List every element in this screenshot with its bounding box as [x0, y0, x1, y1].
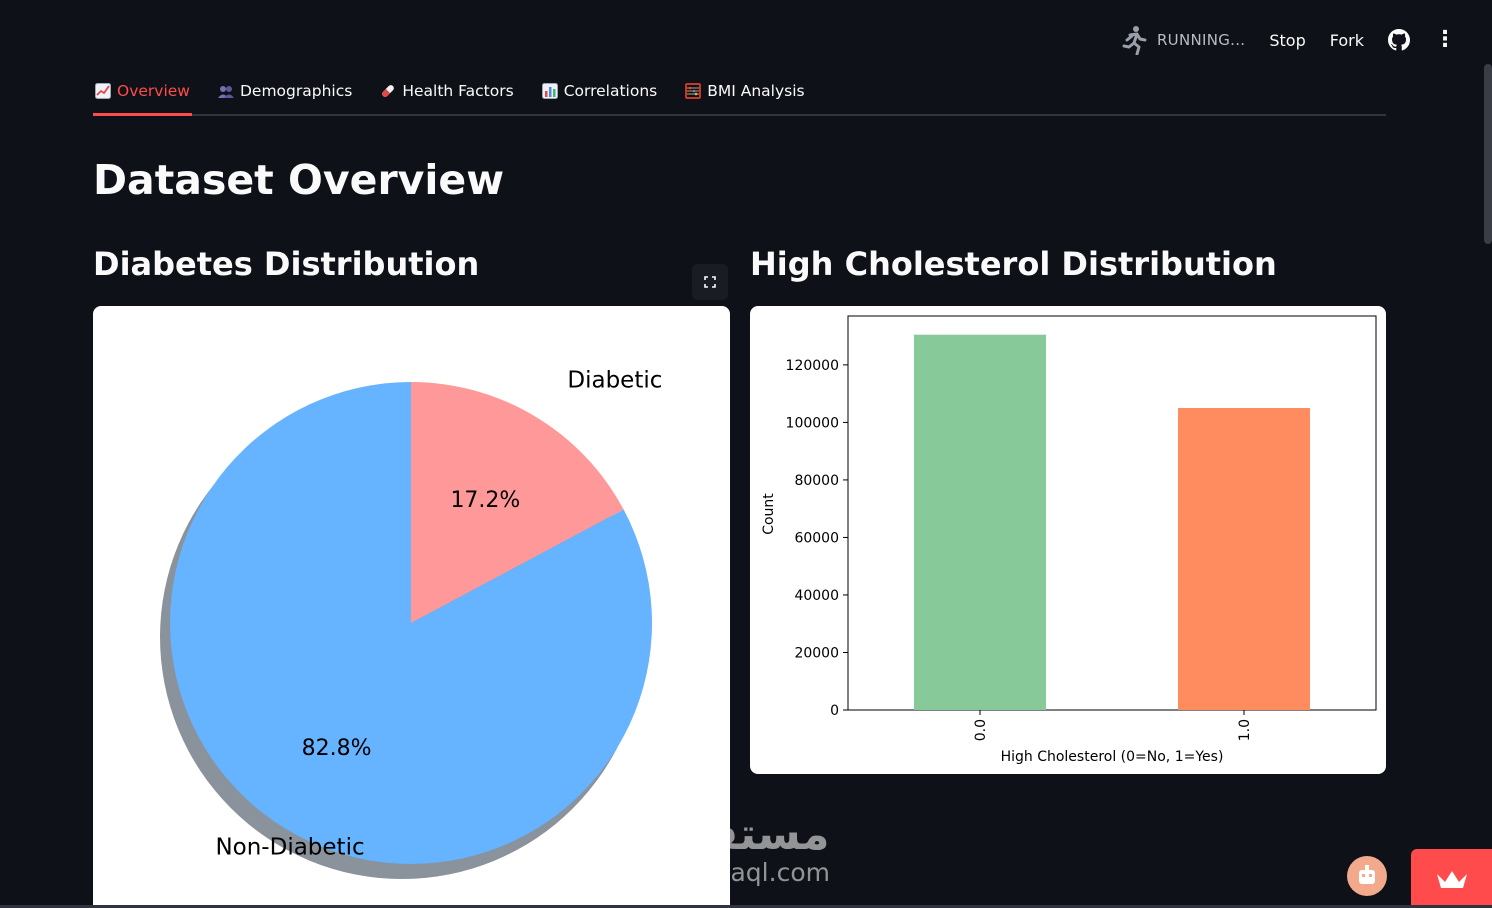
fullscreen-button[interactable] [692, 264, 728, 300]
chart-increasing-icon [95, 83, 111, 99]
scrollbar[interactable] [1484, 64, 1492, 244]
plot-frame [847, 315, 1377, 711]
pie-percent-diabetic: 17.2% [450, 488, 520, 513]
page-title: Dataset Overview [93, 156, 505, 204]
watermark-arabic: مستقل [668, 809, 830, 860]
y-axis-label: Count [761, 493, 777, 535]
x-axis-label: High Cholesterol (0=No, 1=Yes) [1001, 749, 1224, 765]
y-tick-label: 80000 [794, 473, 839, 489]
tab-bmi-analysis-label: BMI Analysis [707, 82, 805, 100]
y-tick-label: 120000 [786, 358, 839, 374]
running-status-label: RUNNING... [1156, 31, 1246, 49]
fork-button[interactable]: Fork [1329, 30, 1364, 50]
github-icon[interactable] [1388, 29, 1410, 51]
y-tick-label: 40000 [794, 588, 839, 604]
pie-slice-non-diabetic [170, 382, 652, 864]
app-toolbar: RUNNING... Stop Fork ⋮ [1121, 22, 1456, 58]
tab-health-factors[interactable]: Health Factors [378, 68, 515, 114]
pill-icon [382, 85, 395, 97]
bar-0.0 [914, 334, 1046, 710]
y-tick-label: 100000 [786, 415, 839, 431]
bar-1.0 [1178, 408, 1310, 710]
x-tick-label: 1.0 [1237, 719, 1253, 741]
x-tick-label: 0.0 [973, 719, 989, 741]
tab-bar: Overview Demographics Health Factors Cor… [93, 68, 1386, 116]
tab-demographics[interactable]: Demographics [216, 68, 354, 114]
tab-correlations-label: Correlations [563, 82, 658, 100]
pie-slice-diabetic [411, 382, 624, 623]
y-tick-label: 0 [830, 703, 839, 719]
bar-chart-icon [541, 83, 558, 99]
tab-health-factors-label: Health Factors [402, 82, 514, 100]
tab-bmi-analysis[interactable]: BMI Analysis [683, 68, 806, 114]
cholesterol-bar-card: 0 20000 40000 60000 80000 100000 120000 0.0 1.0… [750, 306, 1386, 774]
streamlit-badge[interactable] [1411, 849, 1492, 908]
running-status: RUNNING... [1121, 25, 1245, 55]
avatar-face-icon [1359, 865, 1375, 884]
diabetes-distribution-heading: Diabetes Distribution [93, 245, 480, 283]
pie-label-diabetic: Diabetic [567, 368, 662, 394]
high-cholesterol-distribution-heading: High Cholesterol Distribution [750, 245, 1277, 283]
tab-overview[interactable]: Overview [93, 68, 192, 116]
tab-correlations[interactable]: Correlations [540, 68, 660, 114]
crown-icon [1436, 870, 1467, 888]
cholesterol-bar-chart: 0 20000 40000 60000 80000 100000 120000 0.0 1.0… [761, 315, 1377, 765]
tab-overview-label: Overview [117, 82, 190, 100]
people-icon [217, 86, 234, 98]
y-tick-label: 20000 [794, 645, 839, 661]
stop-button[interactable]: Stop [1269, 30, 1306, 50]
pie-percent-non-diabetic: 82.8% [302, 736, 372, 761]
more-vertical-icon[interactable]: ⋮ [1434, 27, 1456, 52]
pie-label-non-diabetic: Non-Diabetic [215, 834, 364, 860]
watermark-latin: mostaql.com [668, 858, 830, 887]
running-man-icon [1122, 26, 1147, 55]
diabetes-pie-card: 17.2% Diabetic 82.8% Non-Diabetic [93, 306, 730, 908]
y-tick-label: 60000 [794, 530, 839, 546]
mostaql-watermark: مستقل mostaql.com [654, 810, 844, 890]
tab-demographics-label: Demographics [239, 82, 353, 100]
abacus-icon [685, 83, 702, 99]
diabetes-pie-chart: 17.2% Diabetic 82.8% Non-Diabetic [160, 368, 662, 879]
bottom-divider [0, 905, 1492, 908]
avatar[interactable] [1347, 856, 1387, 896]
fullscreen-icon [704, 276, 716, 288]
